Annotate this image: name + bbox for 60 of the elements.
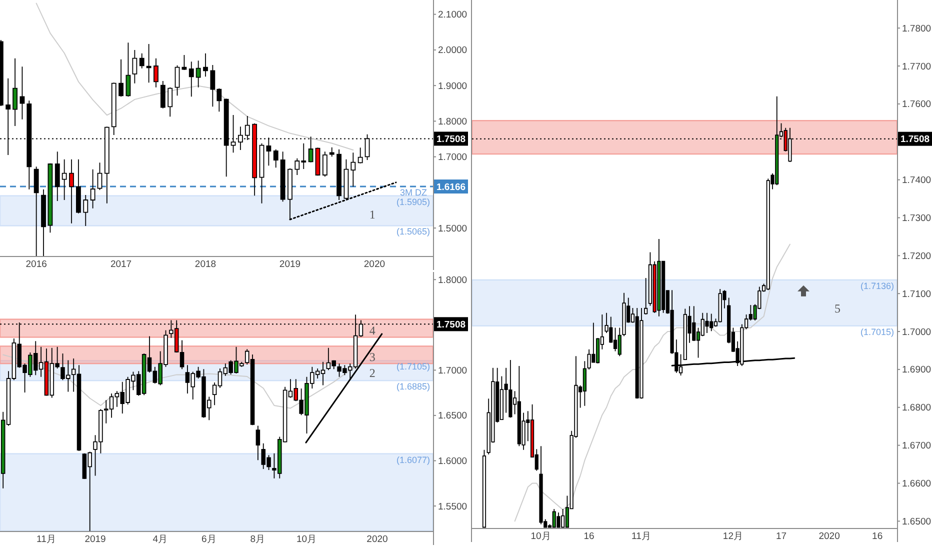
annotation: (1.5905) [396, 196, 430, 207]
y-tick-label: 1.6600 [902, 478, 932, 490]
x-tick-label: 11月 [36, 534, 56, 545]
x-tick-label: 2020 [364, 259, 386, 270]
y-tick-label: 1.7000 [438, 152, 468, 164]
band-label: 2 [369, 366, 376, 380]
x-tick-label: 6月 [201, 534, 217, 545]
annotation: (1.7136) [860, 280, 894, 291]
annotation: 3M DZ [400, 188, 428, 198]
x-tick-label: 2020 [818, 531, 840, 542]
x-tick-label: 2017 [110, 259, 132, 270]
y-tick-label: 1.5000 [438, 223, 468, 234]
y-tick-label: 1.5500 [438, 501, 468, 512]
y-tick-label: 1.7800 [902, 23, 932, 34]
y-tick-label: 1.6500 [902, 516, 932, 528]
y-tick-label: 1.7400 [902, 175, 932, 186]
x-tick-label: 2016 [26, 259, 47, 270]
y-tick-label: 1.7600 [902, 99, 932, 110]
annotation: (1.6885) [396, 382, 430, 392]
y-tick-label: 1.7100 [902, 288, 932, 300]
band-label: 1 [369, 207, 376, 222]
x-tick-label: 10月 [296, 534, 318, 545]
x-tick-label: 4月 [152, 534, 168, 545]
x-tick-label: 11月 [632, 531, 652, 542]
y-tick-label: 1.6700 [902, 440, 932, 452]
band-label: 3 [369, 350, 376, 364]
y-tick-label: 1.6900 [902, 364, 932, 376]
band-label: 5 [834, 301, 840, 316]
y-tick-label: 2.1000 [438, 10, 468, 21]
y-tick-label: 1.7000 [438, 365, 468, 376]
ref-line-label: 1.7508 [436, 320, 466, 331]
y-tick-label: 1.8000 [438, 274, 468, 286]
y-tick-label: 1.6800 [902, 402, 932, 414]
x-tick-label: 12月 [722, 531, 744, 542]
y-tick-label: 1.7200 [902, 250, 932, 262]
y-tick-label: 1.9000 [438, 80, 468, 92]
y-tick-label: 1.6000 [438, 456, 468, 468]
y-tick-label: 1.7700 [902, 61, 932, 72]
x-tick-label: 8月 [250, 534, 266, 545]
x-tick-label: 2019 [84, 534, 106, 545]
x-tick-label: 16 [872, 531, 883, 542]
annotation: (1.7015) [860, 326, 894, 337]
x-tick-label: 10月 [530, 531, 552, 542]
x-tick-label: 2020 [366, 534, 388, 545]
annotation: (1.5065) [396, 226, 430, 237]
x-tick-label: 2019 [279, 259, 301, 270]
annotation: (1.7105) [396, 362, 430, 372]
y-tick-label: 1.7000 [902, 326, 932, 338]
x-tick-label: 2018 [194, 259, 216, 270]
y-tick-label: 1.7300 [902, 213, 932, 224]
band-label: 4 [369, 323, 376, 338]
y-tick-label: 1.6500 [438, 410, 468, 422]
ref-line-label: 1.7508 [436, 134, 466, 146]
y-tick-label: 2.0000 [438, 45, 468, 56]
annotation: (1.6077) [396, 454, 430, 465]
ref-line-label: 1.6166 [436, 182, 466, 193]
y-tick-label: 1.8000 [438, 116, 468, 128]
ref-line-label: 1.7508 [900, 134, 930, 146]
x-tick-label: 16 [584, 531, 594, 542]
x-tick-label: 17 [776, 531, 787, 542]
